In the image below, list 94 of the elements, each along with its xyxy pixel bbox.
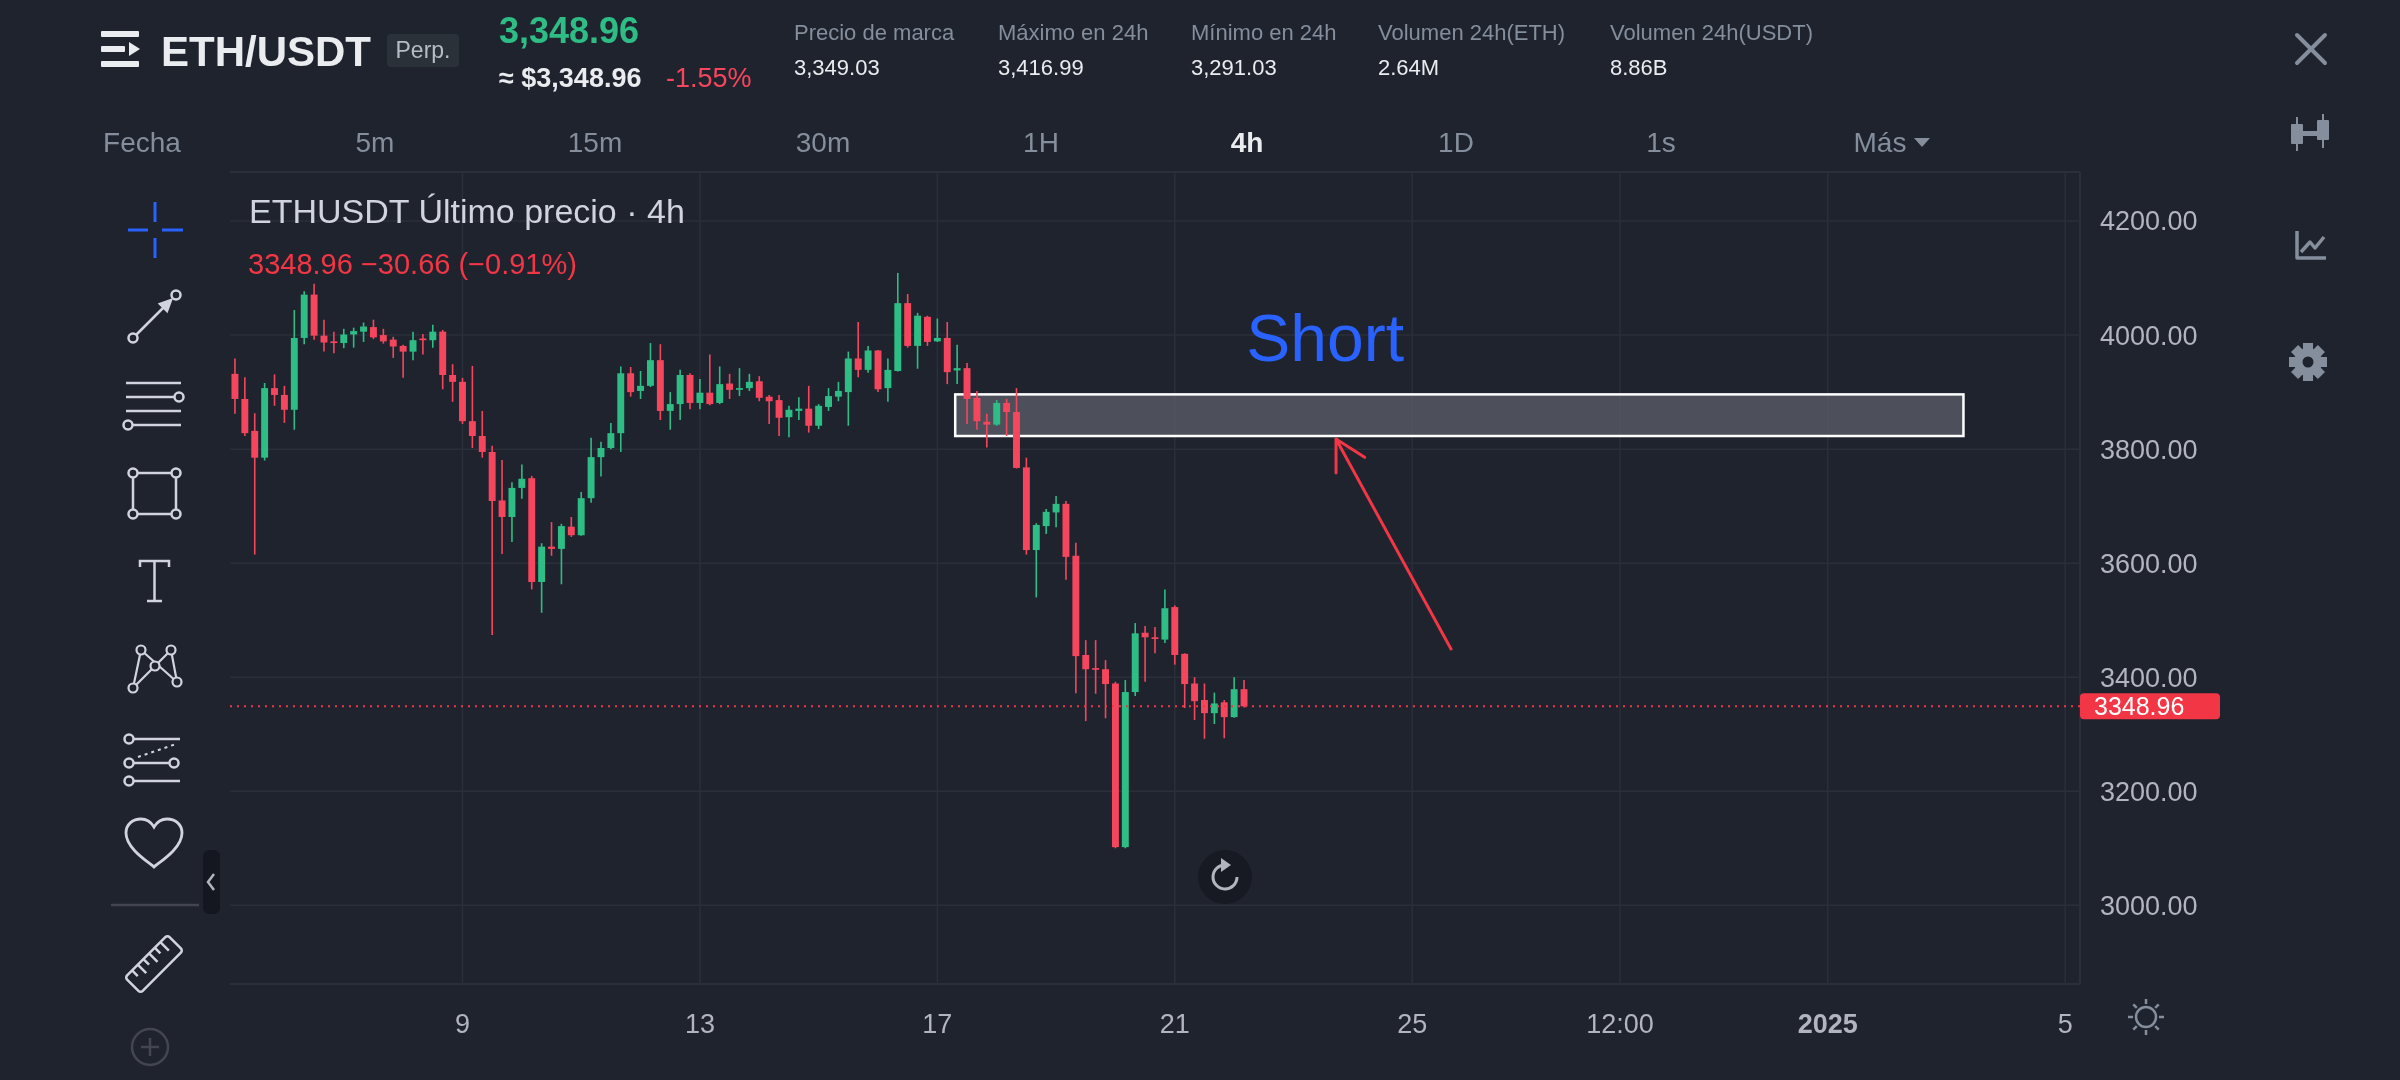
- x-tick-label: 2025: [1797, 1009, 1858, 1040]
- y-tick-label: 4000.00: [2100, 320, 2198, 351]
- candlestick: [825, 387, 832, 412]
- candlestick: [369, 318, 377, 340]
- candlestick: [775, 394, 783, 437]
- candlestick: [983, 412, 991, 449]
- text: Máximo en 24h: [998, 20, 1149, 45]
- candlestick: [736, 367, 743, 397]
- candlestick: [607, 422, 615, 450]
- band-label: Short: [1246, 301, 1405, 376]
- candlestick: [785, 404, 793, 438]
- candlestick: [755, 375, 763, 403]
- candlestick: [805, 385, 813, 434]
- candlestick: [1052, 495, 1060, 529]
- text: 15m: [567, 127, 623, 158]
- candlestick: [280, 385, 288, 424]
- text: Volumen 24h(ETH): [1378, 20, 1566, 45]
- candlestick: [449, 363, 457, 403]
- y-tick-label: 3600.00: [2100, 548, 2198, 579]
- ref-line-label: 3348.96: [2094, 692, 2185, 721]
- text: 4h: [1230, 127, 1264, 158]
- x-tick-label: 21: [1159, 1009, 1190, 1040]
- candlestick: [271, 373, 278, 407]
- candlestick: [973, 390, 981, 431]
- candlestick: [498, 459, 506, 555]
- x-tick-label: 13: [684, 1009, 715, 1040]
- text: 1s: [1646, 127, 1676, 158]
- text: 1D: [1438, 127, 1474, 158]
- text: ETHUSDT Último precio · 4h: [249, 192, 685, 230]
- x-tick-label: 5: [2057, 1009, 2073, 1040]
- text: Mínimo en 24h: [1191, 20, 1337, 45]
- text: 8.86B: [1610, 55, 1668, 80]
- candlestick: [518, 463, 526, 500]
- y-tick-label: 3400.00: [2100, 662, 2198, 693]
- candlestick: [399, 343, 407, 379]
- text: 3,291.03: [1191, 55, 1277, 80]
- candlestick: [726, 373, 734, 400]
- candlestick: [557, 523, 565, 586]
- candlestick: [468, 365, 476, 449]
- candlestick: [716, 365, 724, 405]
- text: ETH/USDT: [161, 28, 372, 75]
- text: ≈ $3,348.96: [499, 63, 642, 93]
- candlestick: [854, 321, 862, 379]
- candlestick: [627, 366, 635, 398]
- candlestick: [884, 357, 892, 403]
- candlestick: [1151, 626, 1159, 655]
- text: 1H: [1023, 127, 1059, 158]
- text: Perp.: [395, 37, 451, 63]
- text: Volumen 24h(USDT): [1610, 20, 1813, 45]
- text: Más: [1853, 127, 1907, 158]
- candlestick: [666, 391, 674, 431]
- candlestick: [1102, 659, 1109, 720]
- candlestick: [478, 410, 486, 459]
- text: 5m: [355, 127, 395, 158]
- candlestick: [815, 403, 823, 430]
- text: 30m: [795, 127, 851, 158]
- candlestick: [696, 378, 704, 411]
- candlestick: [1201, 682, 1208, 740]
- text: Fecha: [103, 127, 182, 158]
- candlestick: [864, 345, 872, 374]
- candlestick: [1240, 679, 1248, 709]
- x-tick-label: 17: [922, 1009, 953, 1040]
- candlestick: [993, 399, 1001, 427]
- text: 3348.96 −30.66 (−0.91%): [248, 248, 577, 280]
- y-tick-label: 3200.00: [2100, 776, 2198, 807]
- candlestick: [340, 328, 348, 349]
- candlestick: [1042, 508, 1050, 535]
- text: 3,348.96: [499, 10, 640, 51]
- candlestick: [429, 324, 437, 349]
- text: 3,416.99: [998, 55, 1084, 80]
- candlestick: [834, 381, 842, 403]
- candlestick: [1082, 639, 1090, 722]
- candlestick: [1210, 691, 1218, 725]
- candlestick: [1003, 398, 1011, 437]
- candlestick: [360, 321, 368, 343]
- y-tick-label: 3800.00: [2100, 434, 2198, 465]
- y-tick-label: 3000.00: [2100, 890, 2198, 921]
- text: Precio de marca: [794, 20, 955, 45]
- text: -1.55%: [666, 63, 752, 93]
- candlestick: [1191, 676, 1199, 721]
- candlestick: [330, 330, 338, 355]
- x-tick-label: 25: [1397, 1009, 1428, 1040]
- text: 2.64M: [1378, 55, 1440, 80]
- x-tick-label: 12:00: [1586, 1009, 1654, 1040]
- x-tick-label: 9: [454, 1009, 470, 1040]
- candlestick: [350, 326, 358, 349]
- text: 3,349.03: [794, 55, 880, 80]
- candlestick: [706, 353, 714, 407]
- candlestick: [409, 330, 417, 361]
- candlestick: [567, 516, 575, 538]
- candlestick: [637, 370, 645, 400]
- y-tick-label: 4200.00: [2100, 206, 2198, 237]
- candlestick: [1220, 699, 1228, 740]
- candlestick: [1092, 639, 1100, 695]
